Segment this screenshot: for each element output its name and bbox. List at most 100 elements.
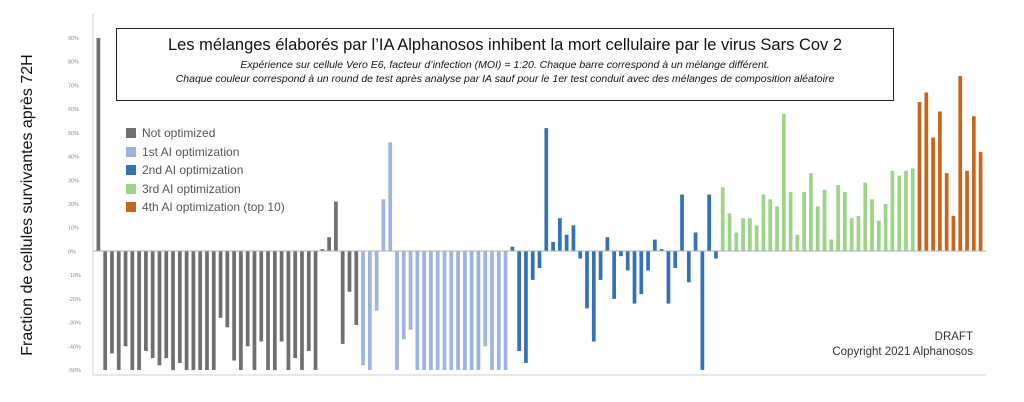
bar bbox=[150, 251, 155, 359]
bar bbox=[741, 218, 745, 252]
bar bbox=[680, 194, 684, 252]
bar bbox=[598, 251, 603, 280]
bar bbox=[408, 251, 413, 330]
legend-swatch bbox=[126, 165, 136, 176]
bar bbox=[191, 251, 196, 370]
bar bbox=[469, 251, 474, 370]
bar bbox=[476, 251, 481, 370]
bar bbox=[334, 201, 338, 252]
draft-label: DRAFT bbox=[934, 331, 973, 343]
bar bbox=[340, 251, 345, 344]
bars bbox=[96, 38, 983, 370]
bar bbox=[374, 251, 379, 311]
bar bbox=[931, 137, 935, 252]
bar bbox=[259, 251, 264, 342]
y-tick-label: -10% bbox=[68, 273, 81, 279]
legend-item-not-optimized: Not optimized bbox=[126, 124, 285, 143]
bar bbox=[211, 251, 216, 370]
bar bbox=[890, 170, 895, 252]
bar bbox=[958, 75, 963, 252]
legend-swatch bbox=[126, 202, 136, 213]
bar bbox=[130, 251, 135, 370]
bar bbox=[517, 251, 522, 352]
copyright-notice: DRAFT Copyright 2021 Alphanosos bbox=[808, 330, 973, 360]
chart-title: Les mélanges élaborés par l’IA Alphanoso… bbox=[167, 36, 843, 54]
bar bbox=[252, 251, 257, 370]
bar bbox=[754, 225, 759, 252]
bar bbox=[781, 113, 786, 252]
bar bbox=[673, 251, 678, 269]
bar bbox=[184, 251, 189, 370]
y-axis-label-wrap: Fraction de cellules survivantes après 7… bbox=[0, 0, 56, 402]
bar bbox=[116, 251, 121, 370]
legend-swatch bbox=[126, 146, 136, 157]
bar bbox=[924, 92, 929, 252]
bar bbox=[605, 237, 610, 252]
bar bbox=[347, 251, 352, 292]
bar bbox=[361, 251, 365, 366]
bar bbox=[571, 225, 576, 252]
bar bbox=[775, 206, 779, 252]
legend-label: 4th AI optimization (top 10) bbox=[142, 200, 285, 215]
bar bbox=[456, 251, 460, 370]
bar bbox=[843, 192, 847, 252]
y-tick-label: 50% bbox=[68, 131, 79, 137]
legend-item-2nd-ai: 2nd AI optimization bbox=[126, 161, 285, 180]
bar-chart: -50% -40% -30% -20% -10% 0% 10% 20% 30% 40% 50% 60%… bbox=[68, 14, 986, 376]
bar bbox=[272, 251, 277, 370]
y-tick-label: 90% bbox=[68, 36, 79, 42]
title-box: Les mélanges élaborés par l’IA Alphanoso… bbox=[116, 28, 894, 101]
bar bbox=[279, 251, 284, 342]
bar bbox=[585, 251, 589, 309]
bar bbox=[300, 251, 304, 370]
bar bbox=[415, 251, 420, 370]
y-tick-label: 40% bbox=[68, 155, 79, 161]
bar bbox=[653, 239, 657, 252]
bar bbox=[293, 251, 298, 359]
bar bbox=[944, 173, 949, 252]
bar bbox=[904, 170, 908, 252]
y-tick-label: 10% bbox=[68, 226, 79, 232]
copyright-text: Copyright 2021 Alphanosos bbox=[832, 346, 973, 358]
bar bbox=[883, 204, 888, 252]
bar bbox=[401, 251, 406, 340]
bar bbox=[286, 251, 291, 370]
bar bbox=[829, 239, 834, 252]
bar bbox=[144, 251, 148, 352]
bar bbox=[897, 175, 902, 252]
legend-label: 2nd AI optimization bbox=[142, 163, 244, 178]
bar bbox=[164, 251, 169, 359]
bar bbox=[483, 251, 488, 347]
bar bbox=[802, 192, 807, 252]
bar bbox=[748, 218, 752, 252]
legend-swatch bbox=[126, 128, 136, 139]
y-tick-label: 60% bbox=[68, 107, 79, 113]
chart-subtitle-1: Expérience sur cellule Vero E6, facteur … bbox=[240, 59, 770, 71]
bar bbox=[686, 251, 691, 283]
bar bbox=[591, 251, 596, 342]
bar bbox=[863, 182, 868, 252]
bar bbox=[381, 199, 386, 252]
bar bbox=[367, 251, 372, 370]
bar bbox=[870, 199, 874, 252]
bar bbox=[388, 142, 393, 252]
bar bbox=[632, 251, 637, 304]
bar bbox=[245, 251, 250, 347]
y-tick-label: 80% bbox=[68, 60, 79, 66]
bar bbox=[354, 251, 359, 325]
bar bbox=[822, 189, 827, 252]
y-tick-label: 20% bbox=[68, 202, 79, 208]
bar bbox=[707, 194, 712, 252]
bar bbox=[951, 215, 956, 252]
y-tick-label: -50% bbox=[68, 368, 81, 374]
legend-label: 1st AI optimization bbox=[142, 144, 240, 159]
y-tick-label: 30% bbox=[68, 178, 79, 184]
bar bbox=[639, 251, 644, 295]
bar bbox=[123, 251, 128, 347]
bar bbox=[422, 251, 426, 370]
bar bbox=[137, 251, 141, 370]
legend-swatch bbox=[126, 183, 136, 194]
bar bbox=[978, 151, 983, 252]
bar bbox=[198, 251, 203, 370]
bar bbox=[232, 251, 236, 361]
